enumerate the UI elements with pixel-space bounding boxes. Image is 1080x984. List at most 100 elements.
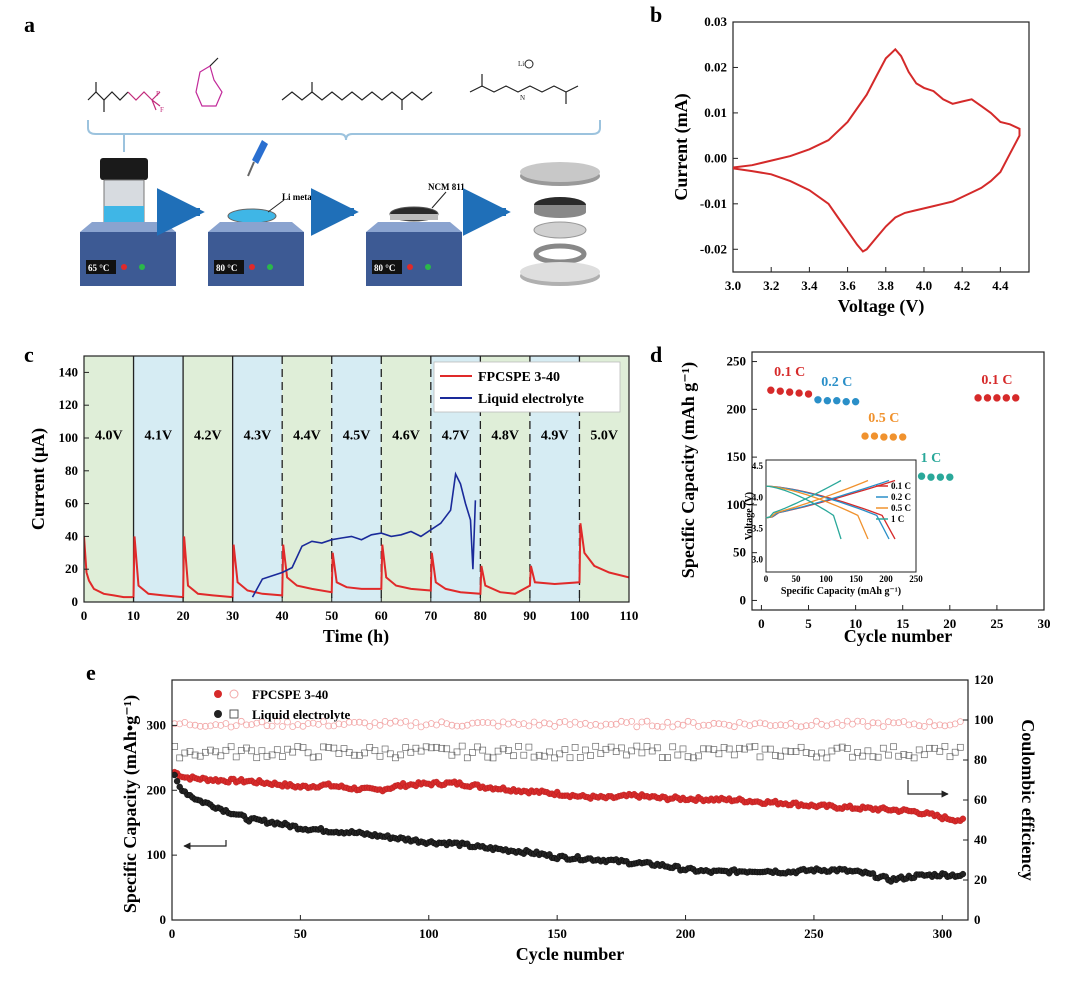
ce-point (787, 748, 795, 755)
indicator-red (407, 264, 413, 270)
ce-point (597, 750, 605, 757)
ce-point (628, 718, 635, 725)
ce-point (335, 750, 343, 757)
ce-point (309, 719, 317, 727)
ce-point (689, 754, 697, 762)
inset-legend-label: 1 C (891, 514, 904, 524)
ncm-pointer (431, 191, 447, 209)
ce-point (885, 718, 892, 726)
hotplate-top (80, 222, 176, 232)
ce-point (607, 743, 615, 751)
ce-point (222, 746, 230, 754)
x-tick-label: 300 (933, 926, 953, 941)
ce-point (350, 719, 358, 726)
voltage-band (381, 356, 431, 602)
panel-b: b 3.0 3.2 3.4 3.6 3.8 4.0 4.2 4.4 0.03 0.02 0.01 0.… (650, 2, 1030, 317)
rate-label: 0.2 C (821, 375, 852, 390)
y-tick-label: 0 (740, 592, 747, 607)
plot-frame-b (732, 21, 1030, 273)
capacity-point (173, 778, 181, 785)
ce-point (325, 722, 333, 730)
ce-point (248, 721, 256, 728)
ce-point (874, 753, 882, 761)
ce-point (540, 752, 548, 760)
y-tick-label: 140 (59, 364, 79, 379)
x-axis-title-e: Cycle number (516, 944, 624, 964)
inset-y-tick: 3.0 (752, 555, 764, 565)
x-tick-label: 4.2 (954, 278, 970, 293)
ce-point (864, 747, 872, 755)
ce-point (232, 722, 240, 729)
lithium-salt-labels: Li N (518, 60, 525, 102)
inset-discharge-curve (765, 485, 869, 540)
ce-point (592, 742, 600, 750)
inset-y-tick: 3.5 (752, 523, 764, 533)
y2-tick-label: 120 (974, 672, 994, 687)
ce-point (494, 747, 502, 755)
ce-point (520, 751, 528, 759)
x-tick-label: 10 (127, 608, 140, 623)
x-tick-label: 0 (169, 926, 176, 941)
voltage-label: 4.0V (95, 429, 123, 444)
ce-point (191, 721, 199, 729)
ce-point (915, 722, 923, 730)
x-tick-label: 150 (547, 926, 567, 941)
cathode-base (390, 214, 438, 220)
y2-tick-label: 80 (974, 752, 987, 767)
ce-point (956, 743, 964, 751)
ce-point (761, 745, 769, 753)
voltage-label: 4.4V (293, 429, 321, 444)
ce-point (751, 720, 759, 728)
ce-point (448, 721, 456, 729)
ce-point (587, 752, 594, 759)
ce-point (900, 718, 908, 725)
x-tick-label: 200 (676, 926, 696, 941)
ce-point (530, 753, 538, 761)
ce-point (648, 722, 656, 730)
ce-point (551, 723, 558, 730)
inset-x-tick: 50 (792, 574, 802, 584)
pipette-icon (252, 140, 268, 164)
indicator-red (121, 264, 127, 270)
y-tick-label: 0.03 (704, 14, 727, 29)
ce-point (196, 752, 204, 760)
ce-point (469, 749, 476, 756)
ce-point (956, 718, 964, 725)
x-axis-title-b: Voltage (V) (838, 296, 925, 317)
hotplate-2: Li metal 80 °C (208, 140, 315, 286)
axis-ticks-b: 3.0 3.2 3.4 3.6 3.8 4.0 4.2 4.4 0.03 0.02 0.01 0.00… (700, 14, 1009, 293)
ce-point (674, 720, 682, 728)
temp-display (214, 260, 244, 274)
svg-text:Li: Li (518, 60, 524, 68)
indicator-green (267, 264, 273, 270)
ce-point (592, 720, 600, 728)
ce-point (299, 744, 307, 751)
ce-point (725, 745, 733, 753)
inset-discharge-curve (765, 485, 890, 540)
ce-point (366, 723, 374, 730)
inset-y-tick: 4.5 (752, 461, 764, 471)
ce-point (258, 718, 266, 726)
ce-point (515, 721, 522, 728)
ce-point (248, 747, 255, 755)
y-axis-title-e: Specific Capacity (mAh•g⁻¹) (120, 695, 141, 913)
ce-point (813, 753, 820, 761)
x-axis-title-d: Cycle number (844, 626, 952, 646)
ce-point (546, 748, 553, 756)
indicator-green (139, 264, 145, 270)
x-axis-title-c: Time (h) (323, 626, 389, 647)
rate-point (992, 393, 1002, 403)
inset-x-tick: 250 (909, 574, 923, 584)
ce-point (725, 721, 733, 729)
ce-point (350, 751, 358, 759)
bracket (87, 120, 601, 141)
ce-point (833, 719, 841, 726)
voltage-label: 4.9V (541, 429, 569, 444)
inset-charge-curve (765, 479, 869, 519)
coin-cell-exploded-icon (520, 162, 600, 286)
ce-point (253, 719, 261, 727)
x-tick-label: 4.0 (916, 278, 932, 293)
legend-label-liquid: Liquid electrolyte (478, 392, 584, 407)
